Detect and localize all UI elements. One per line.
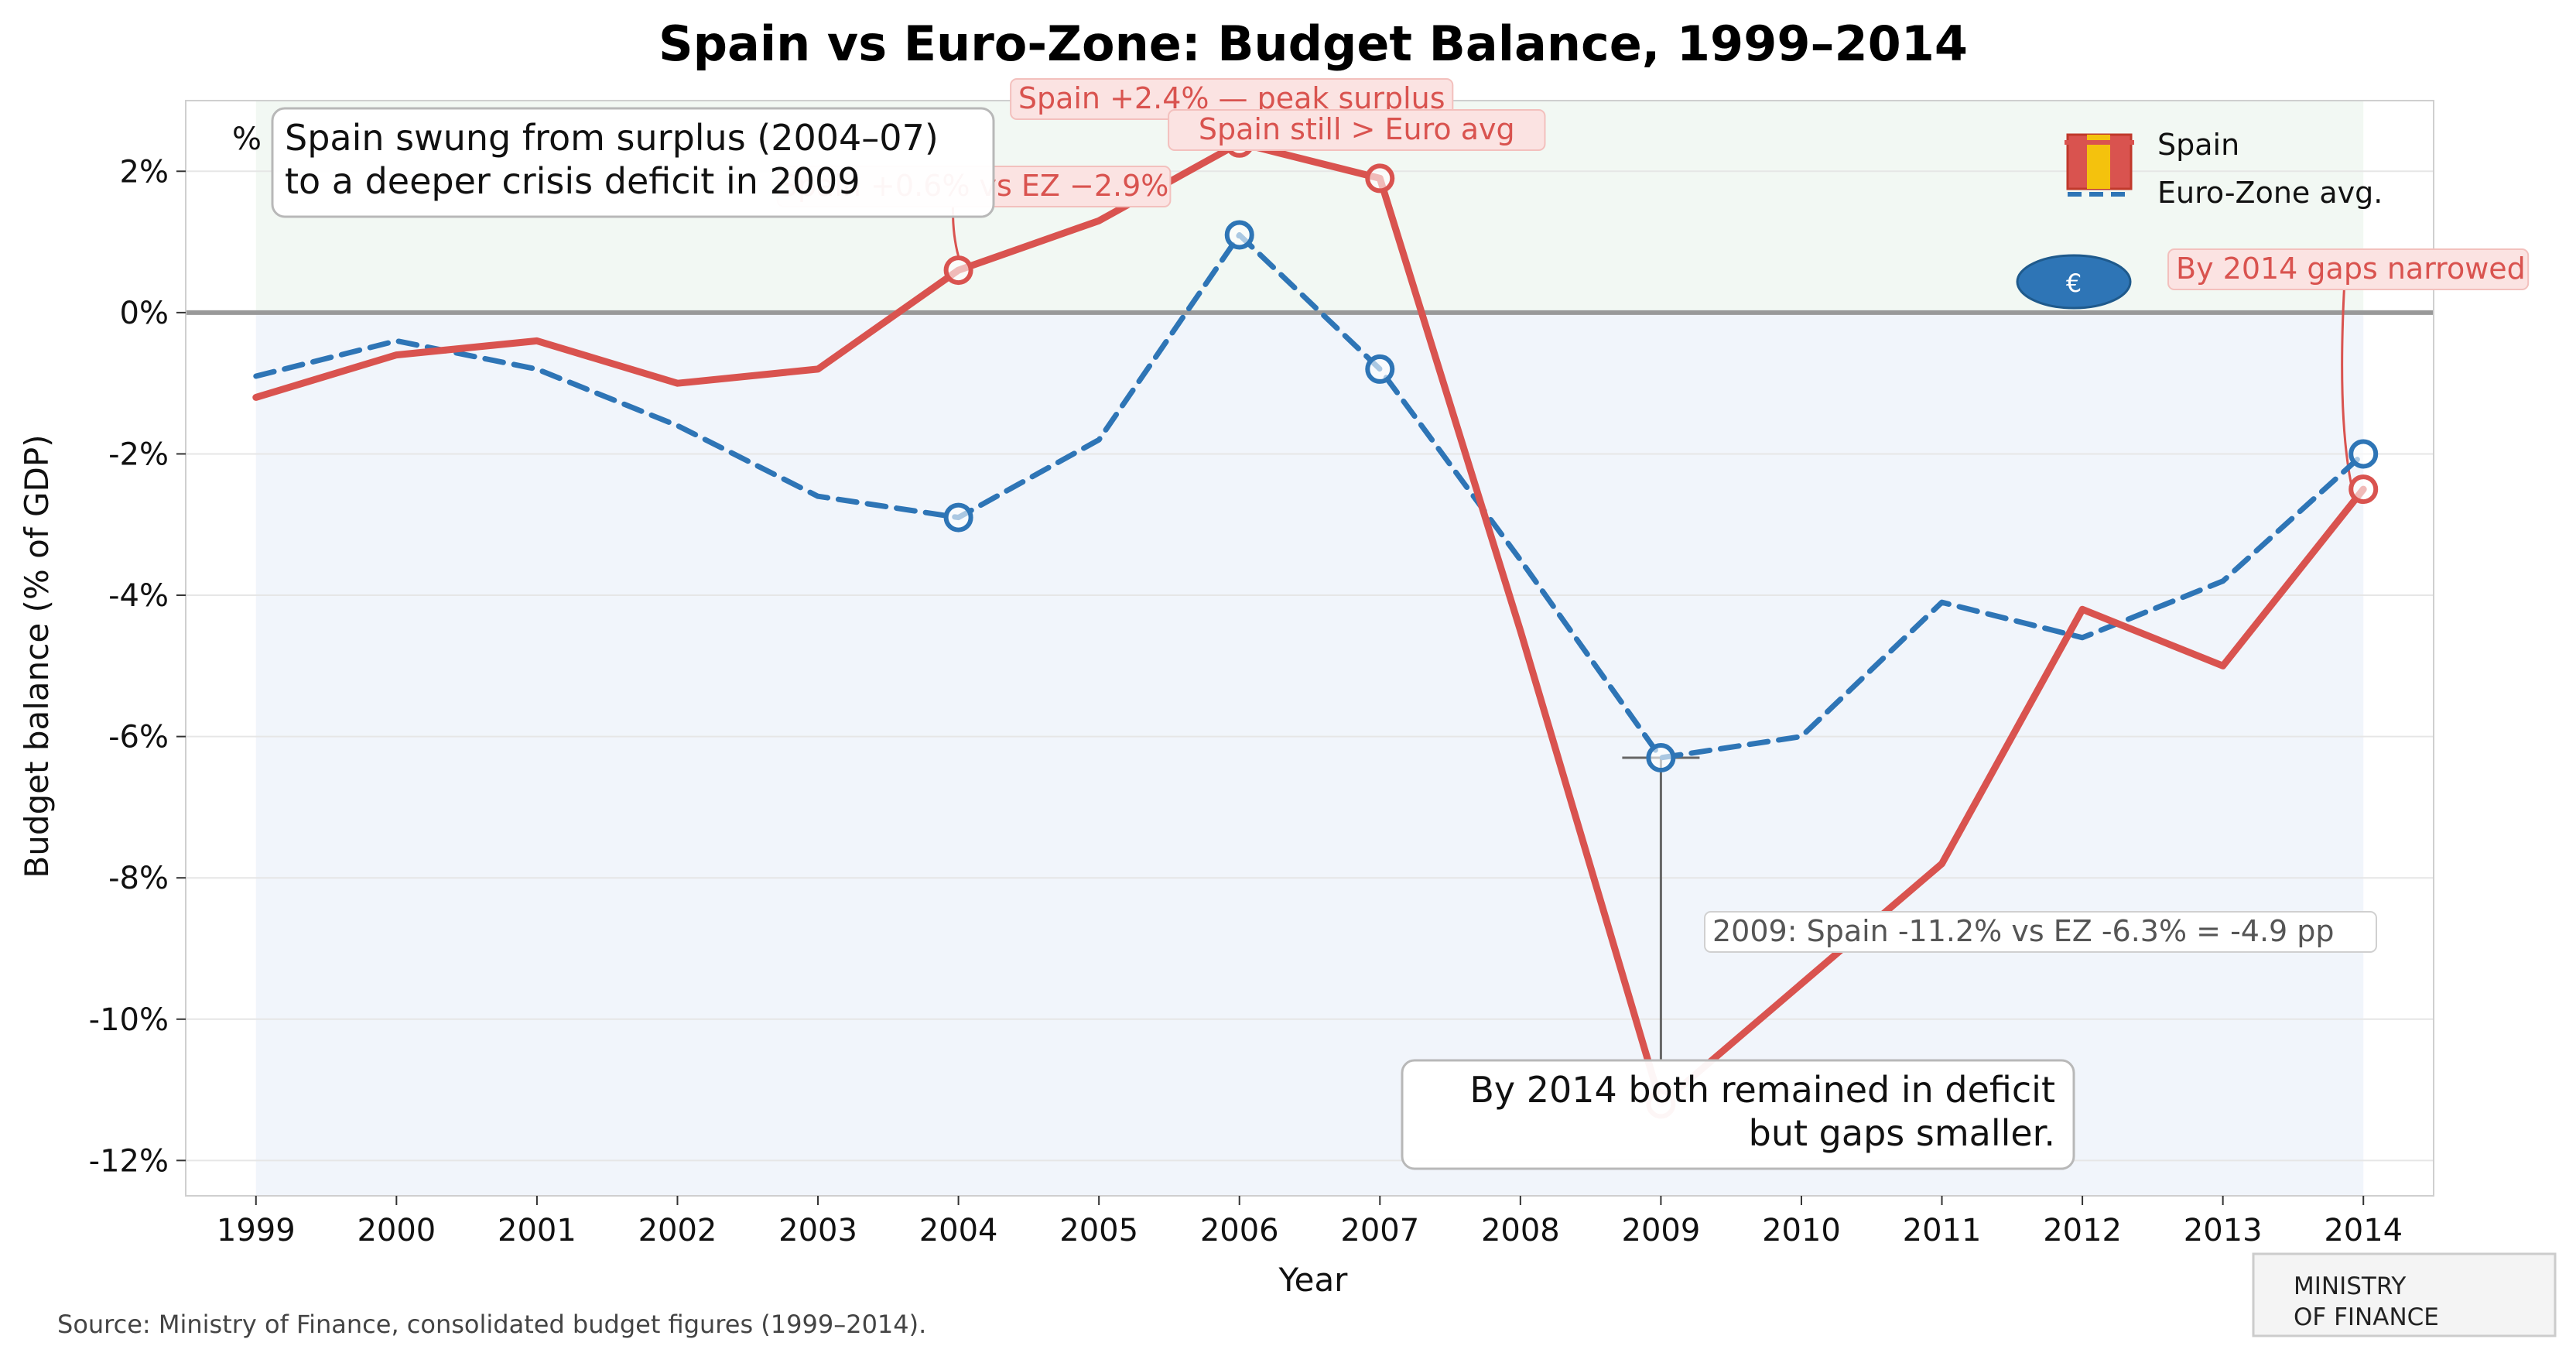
x-tick-label: 2000 — [357, 1213, 436, 1248]
eurozone-marker-2009 — [1646, 743, 1676, 772]
euro-badge-text: € — [2066, 269, 2082, 298]
deficit-zone — [255, 312, 2364, 1196]
legend-eurozone: Euro-Zone avg. — [2157, 176, 2383, 210]
y-unit-label: % — [232, 122, 262, 157]
x-tick-label: 2002 — [638, 1213, 717, 1248]
chart-title: Spain vs Euro-Zone: Budget Balance, 1999… — [659, 15, 1968, 72]
annotation-2007-text: Spain still > Euro avg — [1199, 112, 1515, 146]
eurozone-marker-2004 — [943, 502, 973, 533]
y-tick-label: -12% — [89, 1143, 169, 1179]
legend: Spain Euro-Zone avg. — [2065, 128, 2383, 210]
x-tick-label: 2005 — [1059, 1213, 1138, 1248]
annotation-2014-text: By 2014 gaps narrowed — [2176, 252, 2526, 286]
spain-marker-2014 — [2349, 474, 2379, 505]
stamp-line2: OF FINANCE — [2294, 1303, 2439, 1331]
eurozone-marker-2007 — [1365, 354, 1395, 384]
stamp-line1: MINISTRY — [2294, 1272, 2406, 1300]
x-tick-label: 2011 — [1903, 1213, 1982, 1248]
ministry-stamp: MINISTRY OF FINANCE — [2252, 1252, 2557, 1337]
y-tick-label: 0% — [120, 296, 169, 331]
y-tick-label: -8% — [108, 861, 169, 896]
spain-series-line — [252, 139, 2367, 1108]
y-axis-label: Budget balance (% of GDP) — [18, 434, 56, 878]
eurozone-marker-2006 — [1224, 220, 1254, 250]
euro-coin-icon: € — [2016, 254, 2132, 310]
y-tick-label: -4% — [108, 578, 169, 614]
spain-flag-icon — [2065, 133, 2134, 190]
callout-bottom: By 2014 both remained in deficit but gap… — [1401, 1059, 2075, 1170]
annotation-2014-connector — [2341, 277, 2352, 484]
x-tick-label: 2009 — [1622, 1213, 1701, 1248]
annotations: Spain +0.6% vs EZ −2.9%Spain +2.4% — pea… — [776, 78, 2530, 953]
y-tick-label: -2% — [108, 437, 169, 472]
y-tick-label: -10% — [89, 1002, 169, 1038]
spain-marker-2007 — [1365, 163, 1395, 193]
x-tick-label: 2008 — [1481, 1213, 1560, 1248]
callout-top-left-line1: Spain swung from surplus (2004–07) — [285, 117, 939, 159]
x-tick-label: 2014 — [2324, 1213, 2403, 1248]
y-tick-label: 2% — [120, 154, 169, 190]
annotation-2014: By 2014 gaps narrowed — [2167, 248, 2530, 290]
x-tick-label: 2010 — [1762, 1213, 1841, 1248]
source-note: Source: Ministry of Finance, consolidate… — [57, 1310, 926, 1339]
x-tick-label: 2001 — [498, 1213, 576, 1248]
legend-spain: Spain — [2157, 128, 2239, 162]
x-tick-label: 1999 — [217, 1213, 296, 1248]
callout-top-left: Spain swung from surplus (2004–07) to a … — [271, 107, 995, 218]
y-axis-ticks: 2% 0% -2% -4% -6% -8% -10% -12% — [89, 154, 186, 1179]
series-lines — [252, 139, 2367, 1108]
annotation-2009-gap-text: 2009: Spain -11.2% vs EZ -6.3% = -4.9 pp — [1712, 914, 2335, 948]
callout-top-left-line2: to a deeper crisis deficit in 2009 — [285, 160, 860, 202]
callout-bottom-line1: By 2014 both remained in deficit — [1469, 1069, 2055, 1111]
x-tick-label: 2007 — [1340, 1213, 1419, 1248]
x-tick-label: 2004 — [919, 1213, 998, 1248]
eurozone-series-line — [253, 232, 2366, 761]
annotation-2014-box — [2167, 248, 2530, 290]
annotation-2007-box — [1168, 109, 1546, 151]
x-axis-label: Year — [1278, 1261, 1349, 1299]
x-tick-label: 2003 — [778, 1213, 857, 1248]
annotation-2007: Spain still > Euro avg — [1168, 109, 1546, 151]
plot-background — [255, 101, 2364, 1196]
callout-bottom-line2: but gaps smaller. — [1749, 1112, 2055, 1154]
spain-marker-2004 — [943, 255, 973, 286]
x-tick-label: 2013 — [2184, 1213, 2263, 1248]
x-tick-label: 2012 — [2043, 1213, 2122, 1248]
x-axis-ticks: 1999 2000 2001 2002 2003 2004 2005 2006 2007 2008… — [217, 1196, 2403, 1248]
x-tick-label: 2006 — [1200, 1213, 1279, 1248]
y-tick-label: -6% — [108, 720, 169, 755]
annotation-2009-gap: 2009: Spain -11.2% vs EZ -6.3% = -4.9 pp — [1704, 911, 2377, 953]
eurozone-marker-2014 — [2349, 439, 2379, 469]
annotation-2009-gap-box — [1704, 911, 2377, 953]
